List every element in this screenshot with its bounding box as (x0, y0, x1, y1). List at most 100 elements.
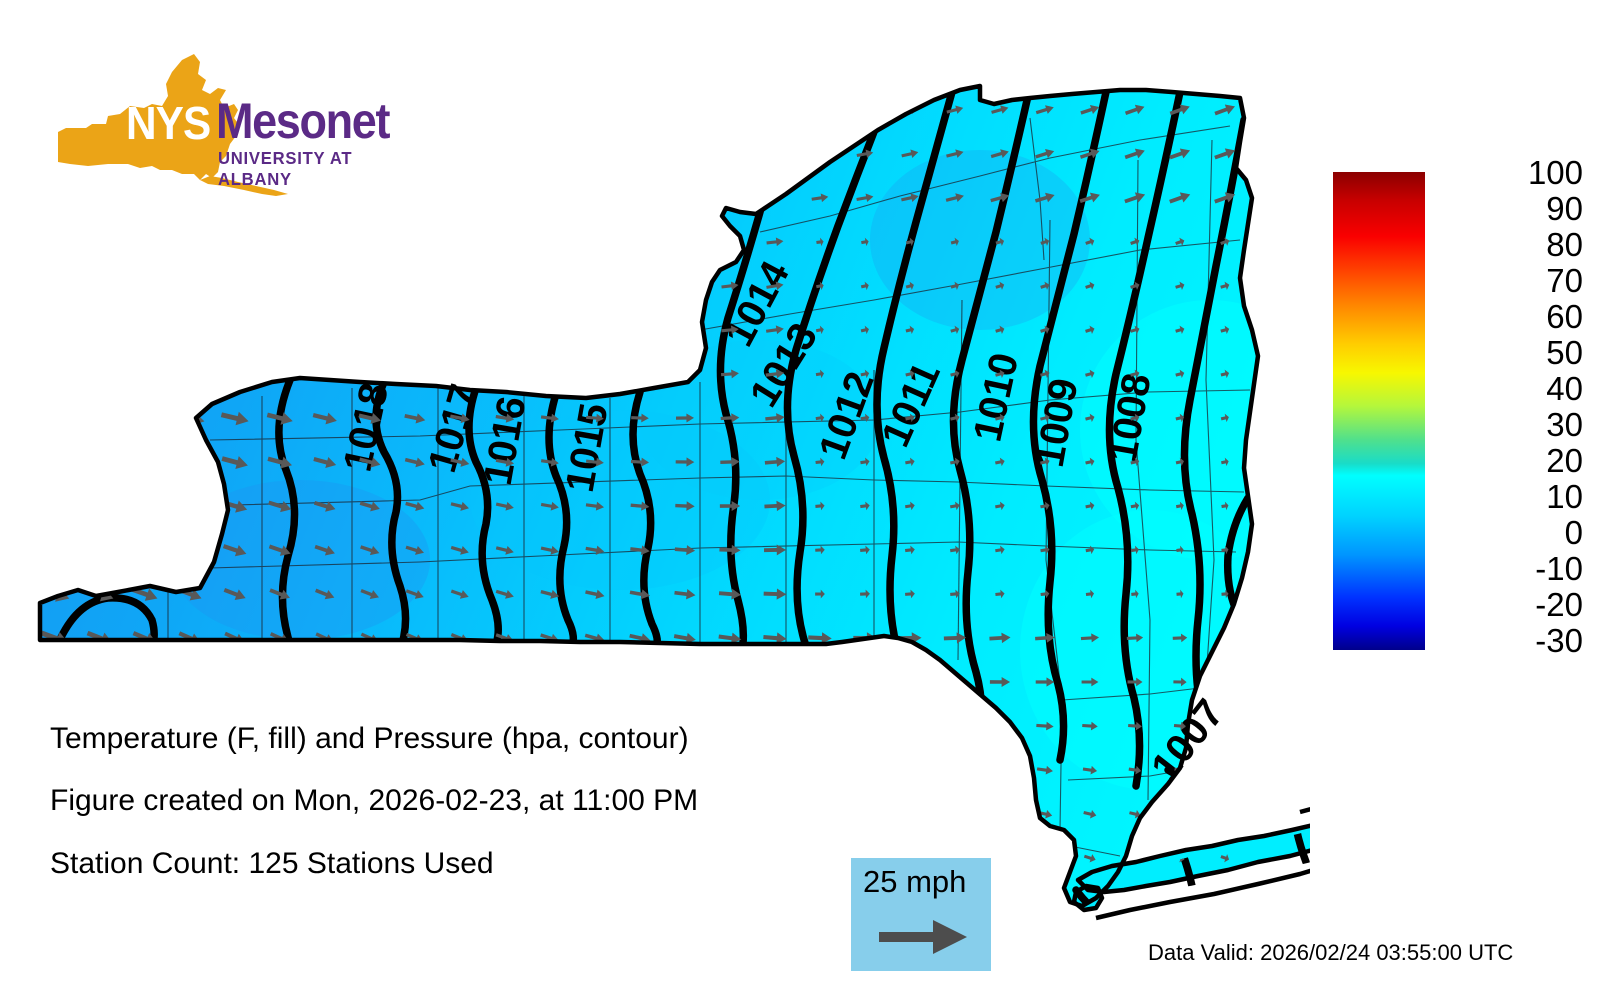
wind-arrow (449, 324, 471, 336)
wind-arrow (905, 325, 915, 335)
wind-arrow (766, 105, 784, 115)
wind-arrow (1085, 545, 1095, 555)
wind-arrow (811, 149, 829, 159)
wind-arrow (1128, 721, 1142, 731)
wind-arrow (128, 146, 161, 162)
wind-arrow (766, 237, 784, 247)
wind-arrow (447, 191, 473, 205)
wind-arrow (1175, 237, 1185, 246)
wind-arrow (676, 193, 694, 203)
wind-arrow (1169, 192, 1191, 204)
wind-arrow (40, 146, 71, 162)
wind-arrow (264, 234, 296, 250)
wind-arrow (950, 589, 960, 599)
wind-arrow (585, 457, 604, 467)
wind-arrow (266, 412, 293, 425)
wind-arrow (355, 235, 384, 250)
wind-arrow (995, 237, 1005, 246)
wind-arrow (717, 720, 742, 733)
wind-arrow (946, 149, 964, 158)
wind-arrow (1038, 854, 1052, 863)
wind-arrow (1040, 237, 1050, 246)
colorbar-tick-neg10: -10 (1535, 550, 1583, 587)
wind-arrow (1175, 413, 1185, 423)
wind-arrow (131, 543, 159, 558)
wind-arrow (808, 808, 831, 820)
wind-arrow (898, 720, 921, 732)
wind-arrow (129, 455, 160, 470)
wind-arrow (1081, 677, 1099, 687)
wind-arrow (899, 765, 921, 776)
wind-arrow (1079, 192, 1100, 204)
data-valid-timestamp: Data Valid: 2026/02/24 03:55:00 UTC (1148, 940, 1514, 965)
wind-arrow (763, 588, 787, 600)
wind-arrow (1124, 192, 1146, 204)
caption-station-count: Station Count: 125 Stations Used (50, 847, 494, 880)
wind-arrow (584, 676, 606, 688)
wind-arrow (1124, 148, 1145, 160)
wind-arrow (949, 501, 960, 511)
wind-arrow (359, 501, 380, 512)
wind-arrow (631, 413, 649, 423)
wind-arrow (495, 413, 515, 423)
wind-arrow (675, 413, 694, 423)
wind-arrow (631, 325, 649, 335)
isobar-1018 (275, 376, 299, 648)
wind-arrow (1220, 281, 1230, 290)
wind-arrow (630, 457, 650, 467)
wind-arrow (945, 765, 965, 776)
wind-arrow (718, 676, 742, 689)
wind-arrow (719, 544, 741, 556)
wind-arrow (673, 763, 697, 777)
colorbar-gradient-strip (1333, 172, 1425, 650)
wind-arrow (1173, 721, 1186, 731)
wind-arrow (764, 456, 786, 467)
wind-arrow (180, 762, 199, 776)
wind-legend-label: 25 mph (863, 864, 967, 899)
wind-arrow (717, 763, 742, 777)
wind-arrow (174, 367, 206, 382)
wind-arrow (718, 807, 741, 821)
wind-arrow (860, 589, 870, 599)
wind-arrow (809, 851, 831, 864)
wind-arrow (629, 589, 650, 600)
wind-arrow (1085, 325, 1095, 334)
wind-arrow (267, 456, 292, 469)
wind-arrow (83, 278, 116, 295)
wind-arrow (815, 589, 825, 599)
wind-arrow (1085, 589, 1095, 599)
wind-arrow (314, 544, 335, 556)
wind-arrow (1214, 192, 1236, 204)
wind-arrow (494, 280, 516, 292)
wind-arrow (179, 675, 200, 688)
wind-arrow (585, 237, 605, 247)
wind-arrow (630, 149, 650, 159)
wind-arrow (1220, 369, 1230, 379)
wind-arrow (130, 499, 159, 514)
wind-arrow (816, 237, 824, 247)
wind-arrow (176, 499, 204, 514)
wind-arrow (400, 147, 430, 162)
wind-arrow (1085, 501, 1095, 511)
wind-arrow (584, 193, 606, 204)
wind-arrow (1126, 633, 1144, 643)
wind-arrow (860, 325, 869, 335)
wind-arrow (854, 809, 876, 820)
wind-arrow (674, 545, 696, 556)
wind-arrow (950, 545, 960, 555)
wind-arrow (1034, 192, 1055, 203)
wind-arrow (84, 102, 116, 118)
wind-arrow (860, 281, 869, 291)
wind-arrow (676, 281, 694, 291)
wind-arrow (945, 809, 964, 819)
pressure-isobars-layer (54, 86, 1310, 906)
wind-arrow (945, 193, 964, 203)
wind-arrow (721, 325, 739, 335)
wind-arrow (766, 149, 784, 159)
colorbar-tick-neg20: -20 (1535, 586, 1583, 623)
wind-arrow (905, 237, 914, 247)
wind-arrow (720, 369, 739, 379)
wind-arrow (495, 676, 514, 688)
wind-arrow (401, 235, 428, 249)
wind-arrow (1079, 148, 1100, 159)
